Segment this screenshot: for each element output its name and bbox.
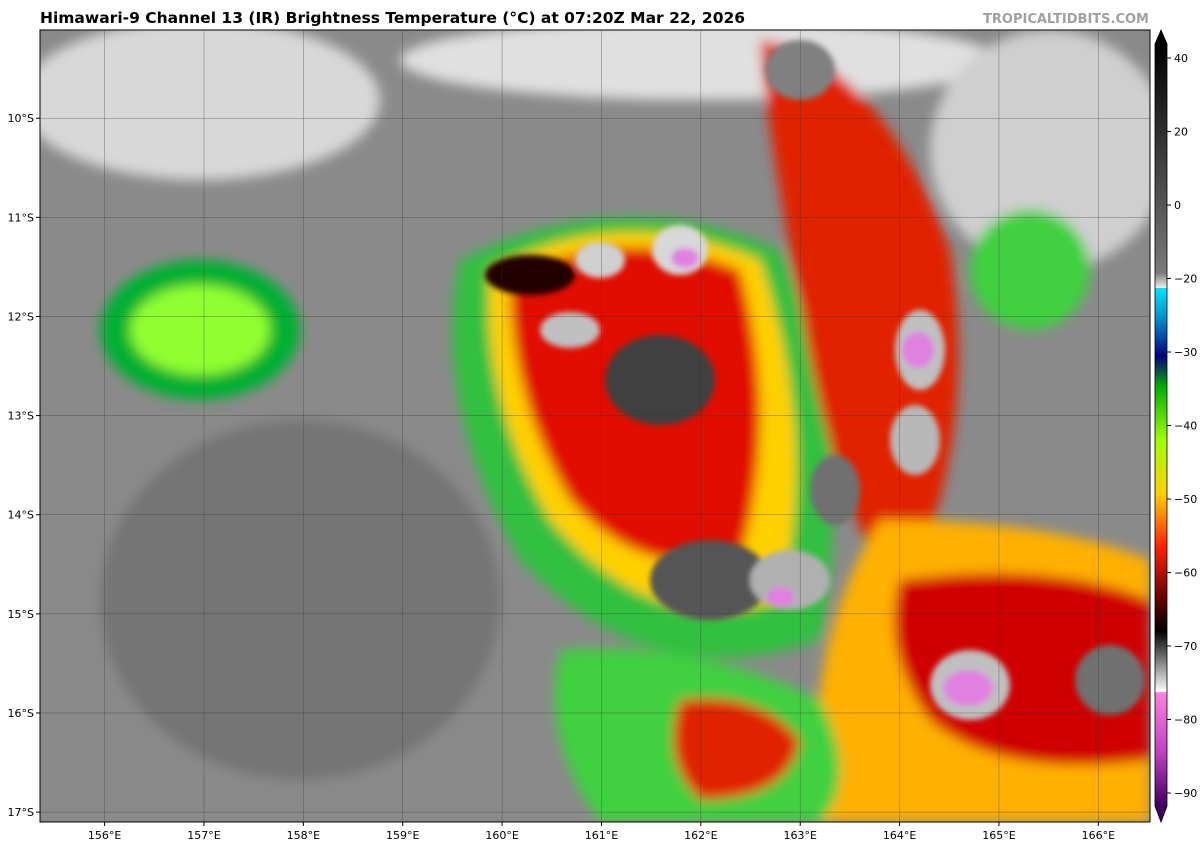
colorbar-tick-label: 40 xyxy=(1174,52,1188,65)
x-tick-label: 156°E xyxy=(88,829,121,842)
colorbar xyxy=(1155,44,1167,806)
x-tick-label: 164°E xyxy=(883,829,916,842)
y-tick-label: 12°S xyxy=(8,310,34,323)
colorbar-tick-label: −80 xyxy=(1174,714,1197,727)
y-tick-label: 15°S xyxy=(8,608,34,621)
x-tick-label: 157°E xyxy=(187,829,220,842)
y-tick-label: 17°S xyxy=(8,806,34,819)
x-tick-label: 160°E xyxy=(485,829,518,842)
map-frame xyxy=(39,29,1151,823)
x-tick-label: 158°E xyxy=(287,829,320,842)
colorbar-tick-label: 20 xyxy=(1174,126,1188,139)
colorbar-extend-bottom xyxy=(1155,806,1167,822)
x-tick-label: 163°E xyxy=(783,829,816,842)
map-title: Himawari-9 Channel 13 (IR) Brightness Te… xyxy=(40,9,745,27)
x-tick-label: 166°E xyxy=(1082,829,1115,842)
colorbar-tick-label: −20 xyxy=(1174,273,1197,286)
colorbar-tick-label: −40 xyxy=(1174,420,1197,433)
y-tick-label: 14°S xyxy=(8,509,34,522)
x-tick-label: 162°E xyxy=(684,829,717,842)
colorbar-tick-label: −60 xyxy=(1174,567,1197,580)
y-tick-label: 13°S xyxy=(8,410,34,423)
satellite-imagery xyxy=(40,30,1150,822)
colorbar-tick-label: −30 xyxy=(1174,346,1197,359)
colorbar-tick-label: −70 xyxy=(1174,640,1197,653)
colorbar-tick-label: −50 xyxy=(1174,493,1197,506)
colorbar-tick-label: −90 xyxy=(1174,787,1197,800)
colorbar-frame xyxy=(1154,28,1168,824)
x-tick-label: 159°E xyxy=(386,829,419,842)
colorbar-extend-top xyxy=(1155,30,1167,44)
watermark: TROPICALTIDBITS.COM xyxy=(983,12,1149,27)
colorbar-tick-label: 0 xyxy=(1174,199,1181,212)
y-tick-label: 10°S xyxy=(8,112,34,125)
x-tick-label: 165°E xyxy=(982,829,1015,842)
y-tick-label: 11°S xyxy=(8,211,34,224)
x-tick-label: 161°E xyxy=(585,829,618,842)
y-tick-label: 16°S xyxy=(8,707,34,720)
